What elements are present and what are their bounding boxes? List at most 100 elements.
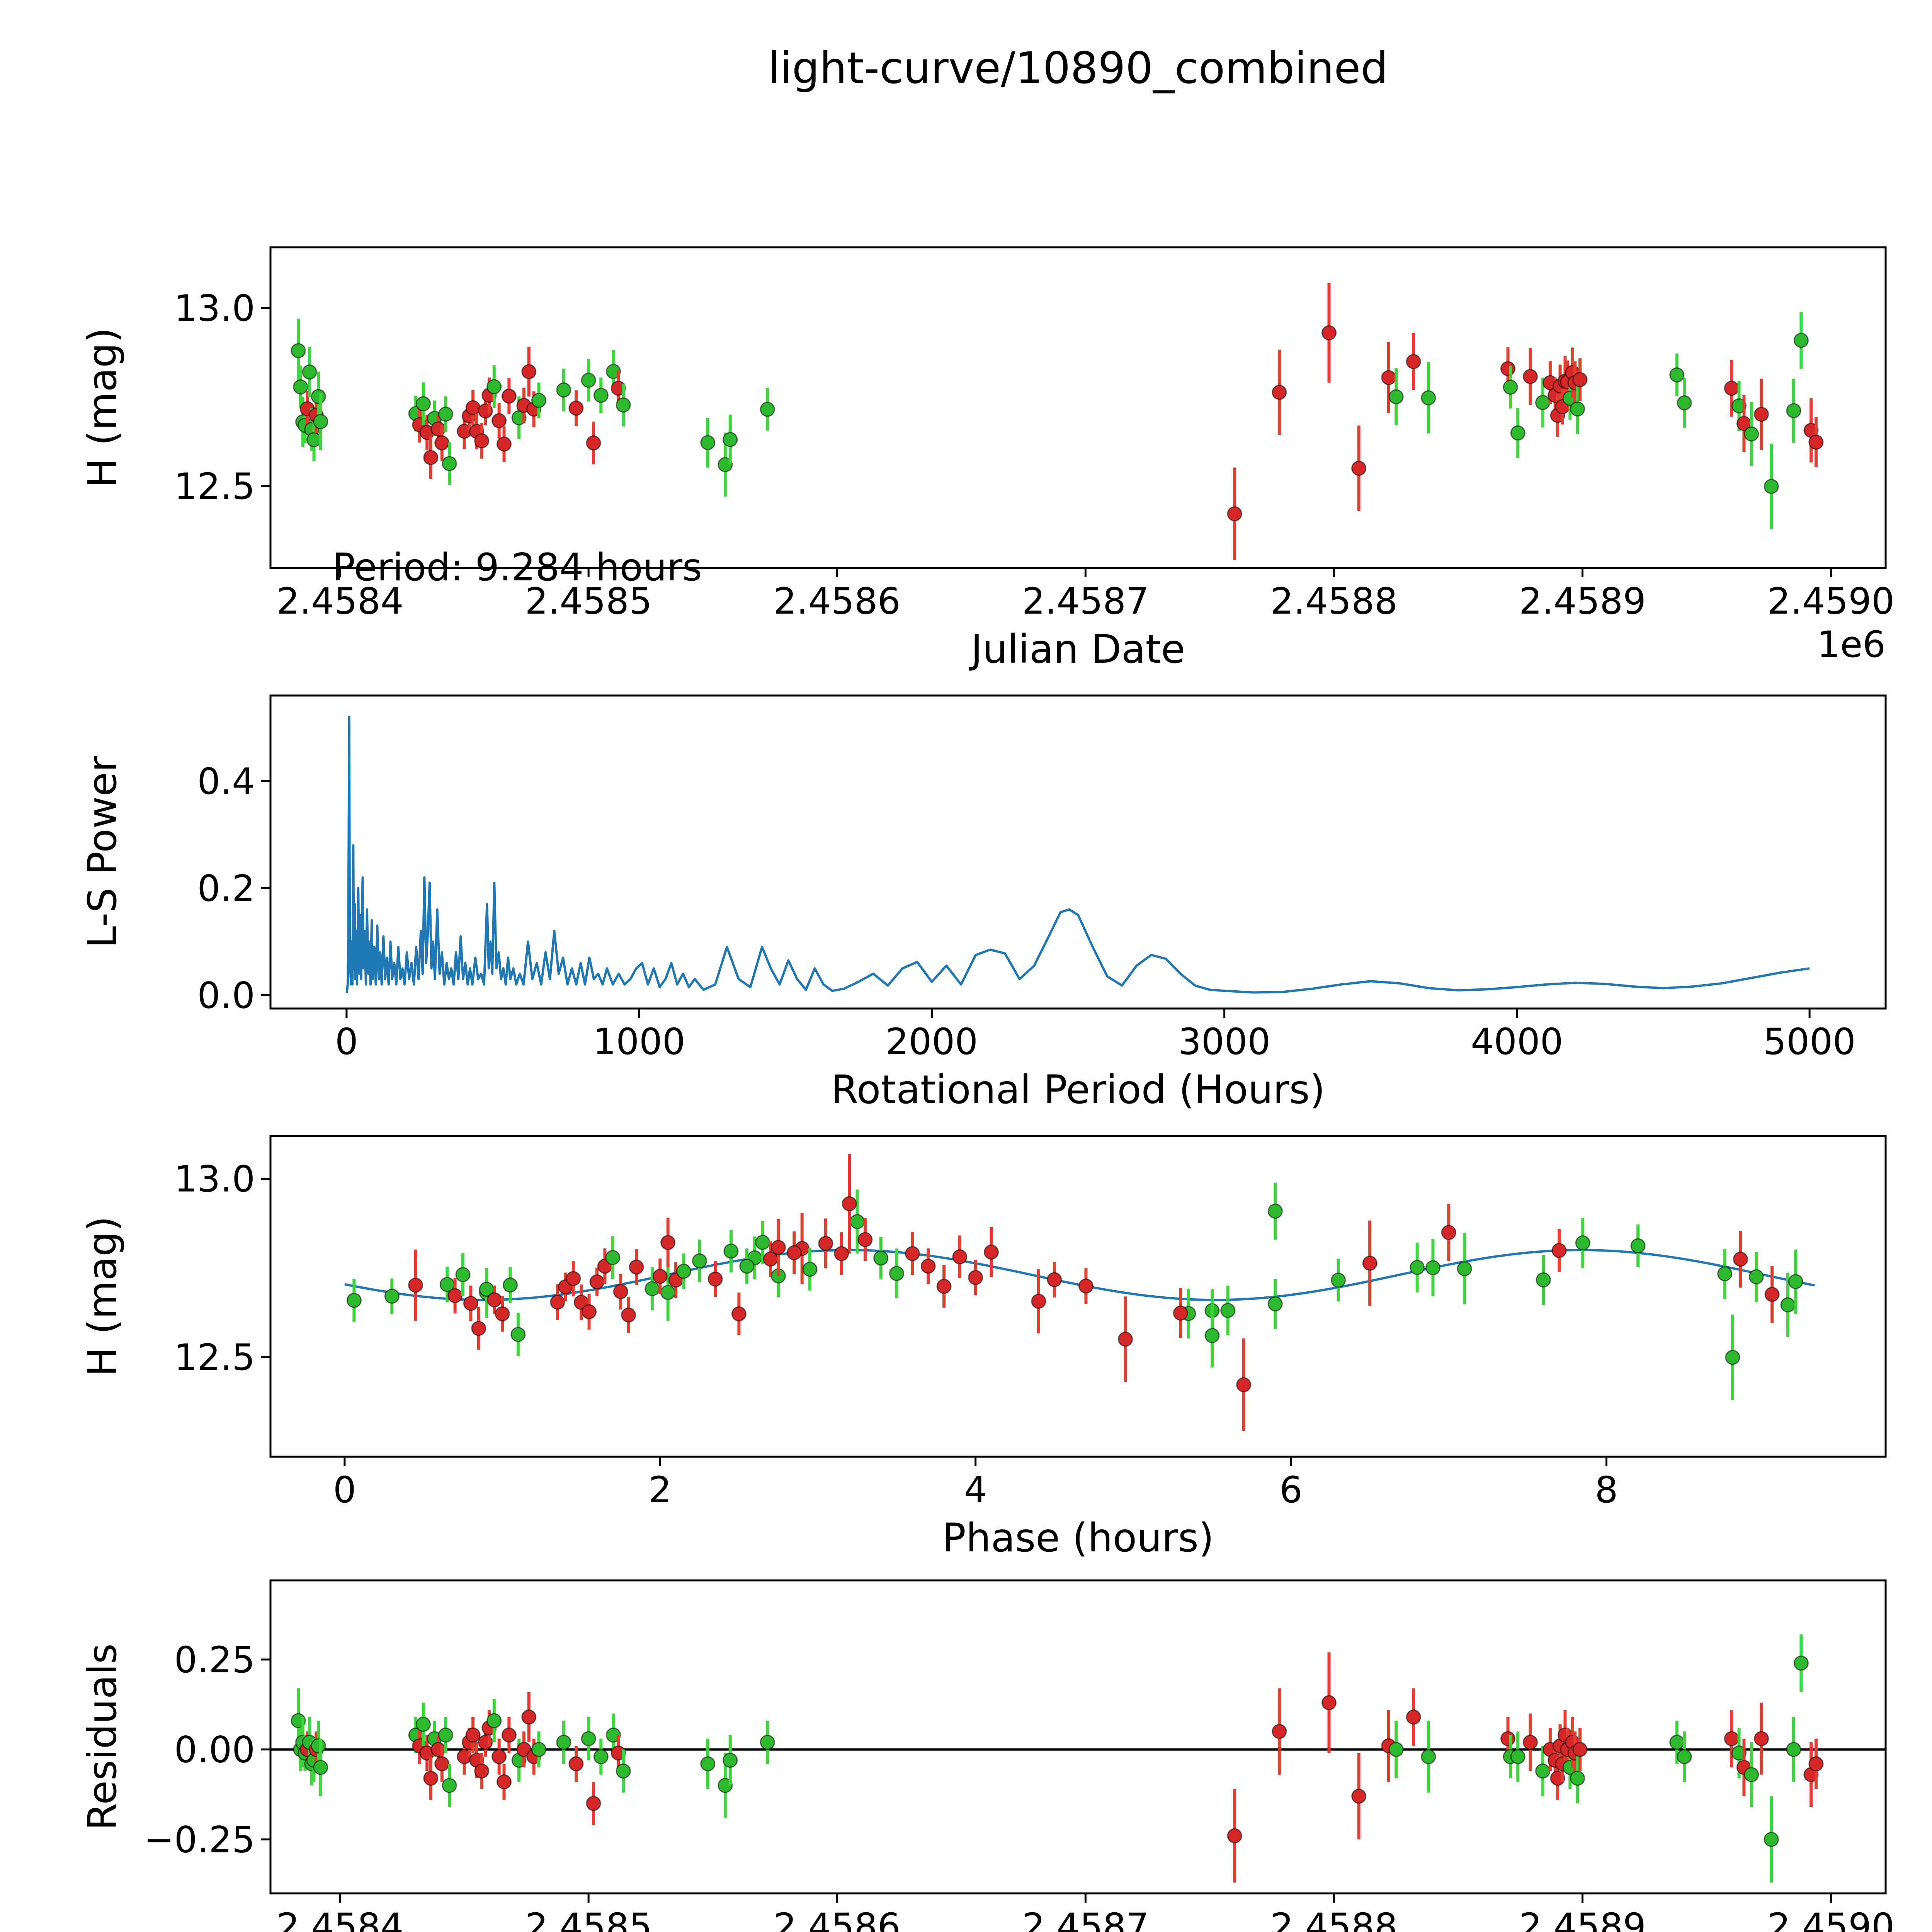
y-tick-label: 0.25 xyxy=(174,1639,255,1681)
data-point xyxy=(1572,372,1588,387)
data-point xyxy=(408,1277,423,1293)
data-point xyxy=(582,1304,597,1320)
data-point xyxy=(1669,367,1685,383)
data-point xyxy=(1753,406,1769,422)
data-point xyxy=(521,1709,537,1725)
y-tick-label: −0.25 xyxy=(144,1819,255,1861)
data-point xyxy=(1748,1269,1764,1284)
y-tick-label: 13.0 xyxy=(174,287,255,330)
data-point xyxy=(486,379,502,395)
data-point xyxy=(1575,1235,1590,1251)
data-point xyxy=(438,406,453,422)
data-point xyxy=(889,1266,905,1281)
data-point xyxy=(442,1778,457,1793)
x-tick-label: 2.4587 xyxy=(1022,1906,1149,1932)
data-point xyxy=(423,1770,439,1786)
data-point xyxy=(1570,1770,1585,1786)
data-point xyxy=(291,343,306,359)
data-point xyxy=(474,1763,490,1779)
data-point xyxy=(723,1753,738,1768)
data-point xyxy=(983,1244,999,1260)
data-point xyxy=(556,382,571,398)
data-point xyxy=(1267,1296,1283,1311)
data-point xyxy=(1522,369,1538,384)
x-tick-label: 2.4586 xyxy=(774,1906,901,1932)
data-point xyxy=(465,1727,481,1743)
data-point xyxy=(873,1250,889,1266)
data-point xyxy=(1421,390,1436,406)
data-point xyxy=(568,1756,584,1772)
data-point xyxy=(1362,1255,1378,1271)
xlabel-rotational-period: Rotational Period (Hours) xyxy=(831,1067,1325,1113)
data-point xyxy=(496,1774,512,1789)
data-point xyxy=(616,397,631,413)
y-tick-label: 12.5 xyxy=(174,1337,255,1379)
data-point xyxy=(302,364,317,380)
data-point xyxy=(1764,1832,1779,1847)
data-point xyxy=(1572,1742,1588,1757)
data-point xyxy=(857,1232,873,1247)
data-point xyxy=(605,1250,621,1265)
data-point xyxy=(739,1259,755,1274)
data-point xyxy=(1227,1828,1242,1844)
x-tick-label: 2.4585 xyxy=(525,1906,652,1932)
x-tick-label: 6 xyxy=(1279,1469,1303,1511)
data-point xyxy=(952,1249,968,1265)
ylabel-h-mag-top: H (mag) xyxy=(80,327,126,488)
ylabel-residuals: Residuals xyxy=(80,1643,126,1830)
data-point xyxy=(645,1281,660,1296)
data-point xyxy=(1744,1767,1759,1782)
data-point xyxy=(531,393,547,408)
panel-periodogram-data xyxy=(345,716,1810,994)
x-tick-label: 2.4589 xyxy=(1519,580,1646,622)
data-point xyxy=(502,1277,518,1293)
data-point xyxy=(1351,461,1367,476)
data-point xyxy=(1321,1695,1337,1711)
data-point xyxy=(1744,426,1759,442)
data-point xyxy=(568,400,584,416)
data-point xyxy=(501,1727,517,1743)
figure-title: light-curve/10890_combined xyxy=(768,43,1388,94)
data-point xyxy=(1421,1749,1436,1764)
ylabel-ls-power: L-S Power xyxy=(80,756,126,948)
data-point xyxy=(621,1307,636,1323)
data-point xyxy=(760,1735,775,1750)
data-point xyxy=(652,1269,668,1284)
data-point xyxy=(1410,1260,1425,1275)
data-point xyxy=(455,1267,471,1282)
data-point xyxy=(1717,1266,1733,1281)
data-point xyxy=(1425,1260,1440,1276)
y-tick-label: 0.2 xyxy=(197,867,255,910)
x-tick-label: 8 xyxy=(1595,1469,1618,1511)
periodogram-line xyxy=(345,716,1810,994)
data-point xyxy=(1331,1272,1346,1288)
data-point xyxy=(1725,1350,1740,1365)
data-point xyxy=(1753,1731,1769,1747)
data-point xyxy=(1510,425,1526,440)
x-tick-label: 2.4585 xyxy=(525,580,652,622)
data-point xyxy=(818,1236,833,1251)
x-tick-label: 0 xyxy=(335,1021,358,1063)
data-point xyxy=(1808,1756,1824,1772)
data-point xyxy=(968,1270,983,1285)
data-point xyxy=(1788,1274,1803,1289)
data-point xyxy=(1500,361,1516,376)
data-point xyxy=(1047,1272,1062,1287)
data-point xyxy=(1780,1297,1796,1313)
panel-residuals-axes: 2.4584 2.4585 2.4586 2.4587 2.4588 2.4589 2.45… xyxy=(144,1579,1895,1932)
panel-lightcurve-jd-data xyxy=(291,283,1824,560)
data-point xyxy=(700,1756,716,1772)
data-point xyxy=(434,1756,450,1772)
data-point xyxy=(415,396,431,412)
y-tick-label: 0.0 xyxy=(197,975,255,1017)
x-tick-label: 2.4589 xyxy=(1519,1906,1646,1932)
x-tick-label: 2.4590 xyxy=(1767,1906,1895,1932)
data-point xyxy=(660,1285,676,1300)
data-point xyxy=(920,1259,936,1274)
data-point xyxy=(1724,1731,1739,1747)
data-point xyxy=(1441,1225,1456,1240)
y-tick-label: 13.0 xyxy=(174,1158,255,1201)
data-point xyxy=(550,1294,565,1310)
axes-frame xyxy=(269,1579,1887,1895)
data-point xyxy=(850,1214,865,1229)
